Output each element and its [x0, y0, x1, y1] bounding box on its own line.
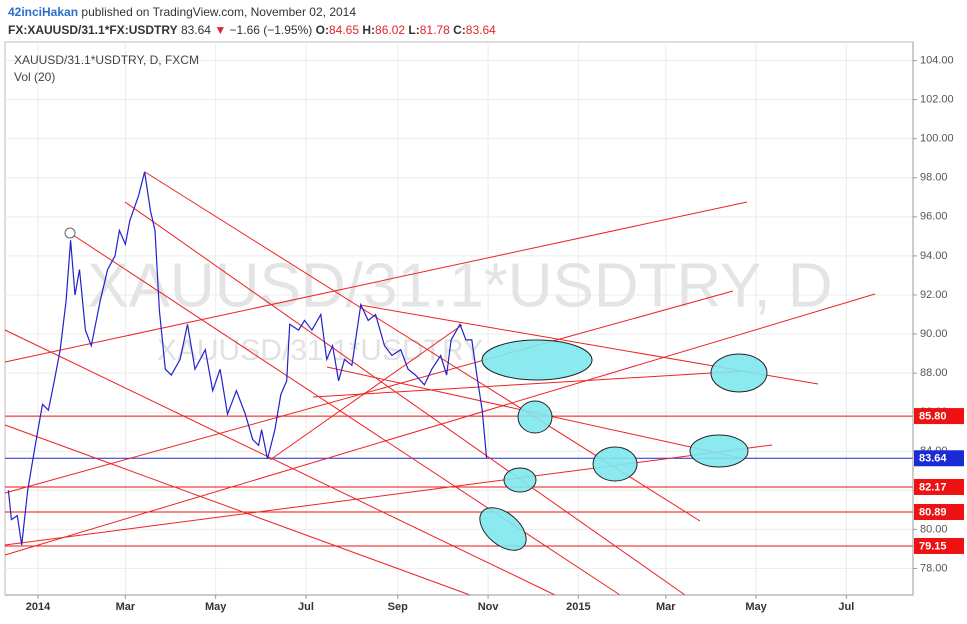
change: −1.66 (−1.95%): [229, 23, 313, 37]
y-tick-label: 98.00: [920, 172, 948, 184]
x-tick-label: 2015: [566, 601, 590, 613]
price-line-series: [7, 171, 488, 546]
x-tick-label: Jul: [298, 601, 314, 613]
ellipse: [710, 353, 768, 393]
price-label-box: [914, 408, 964, 425]
axes: 78.0080.0082.0084.0086.0088.0090.0092.00…: [5, 42, 964, 613]
x-tick-label: 2014: [26, 601, 51, 613]
trend-lines: [4, 171, 876, 596]
trend-line: [4, 444, 773, 546]
author-link[interactable]: 42inciHakan: [8, 5, 79, 19]
y-tick-label: 102.00: [920, 94, 954, 106]
trend-line: [4, 424, 471, 596]
y-tick-label: 94.00: [920, 250, 948, 262]
series: [7, 171, 488, 546]
y-tick-label: 96.00: [920, 211, 948, 223]
published: published on TradingView.com, November 0…: [81, 5, 357, 19]
h-label: H:: [362, 23, 376, 37]
quote-line: FX:XAUUSD/31.1*FX:USDTRY 83.64 ▼ −1.66 (…: [8, 21, 496, 39]
ellipse: [481, 339, 593, 381]
ellipse: [689, 434, 749, 468]
y-tick-label: 100.00: [920, 133, 954, 145]
trend-line: [312, 370, 746, 398]
c-label: C:: [453, 23, 466, 37]
legend-symbol: XAUUSD/31.1*USDTRY, D, FXCM: [14, 53, 199, 67]
trend-line: [69, 232, 621, 596]
header: 42inciHakan published on TradingView.com…: [8, 3, 496, 39]
publish-line: 42inciHakan published on TradingView.com…: [8, 3, 496, 21]
price-label-box: [914, 478, 964, 495]
y-tick-label: 90.00: [920, 328, 948, 340]
price-label: 85.80: [919, 410, 947, 422]
trend-line: [4, 290, 734, 494]
trend-line: [124, 201, 686, 596]
anchor-point: [64, 227, 76, 239]
x-tick-label: Jul: [838, 601, 854, 613]
price-label-box: [914, 537, 964, 554]
trend-line: [4, 201, 748, 363]
price-label: 83.64: [919, 453, 947, 465]
price-label: 79.15: [919, 540, 947, 552]
price-label-box: [914, 450, 964, 467]
trend-line: [4, 329, 556, 596]
x-tick-label: May: [745, 601, 767, 613]
y-tick-label: 80.00: [920, 523, 948, 535]
trend-line: [4, 293, 876, 556]
watermark: XAUUSD/31.1*USDTRY, D: [87, 251, 832, 320]
legend-vol: Vol (20): [14, 70, 55, 84]
price-label: 80.89: [919, 506, 947, 518]
x-tick-label: Mar: [116, 601, 136, 613]
price-label: 82.17: [919, 481, 947, 493]
l: 81.78: [419, 23, 450, 37]
l-label: L:: [408, 23, 420, 37]
ellipse: [503, 467, 537, 493]
y-tick-label: 92.00: [920, 289, 948, 301]
price: 83.64: [180, 23, 211, 37]
ellipse: [517, 400, 553, 434]
y-tick-label: 78.00: [920, 562, 948, 574]
o-label: O:: [315, 23, 329, 37]
c: 83.64: [465, 23, 496, 37]
plot-area: [4, 41, 914, 596]
price-label-box: [914, 503, 964, 520]
h: 86.02: [375, 23, 406, 37]
symbol: FX:XAUUSD/31.1*FX:USDTRY: [8, 23, 178, 37]
ellipse: [479, 507, 527, 551]
y-tick-label: 88.00: [920, 367, 948, 379]
price-lines: [5, 415, 913, 547]
x-tick-label: Mar: [656, 601, 676, 613]
ellipses: [479, 339, 768, 551]
x-tick-label: Nov: [478, 601, 500, 613]
x-tick-label: May: [205, 601, 227, 613]
x-tick-label: Sep: [388, 601, 408, 613]
trend-line: [269, 324, 463, 461]
y-tick-label: 104.00: [920, 54, 954, 66]
arrow: ▼: [214, 23, 227, 37]
ellipse: [592, 446, 638, 482]
o: 84.65: [328, 23, 359, 37]
